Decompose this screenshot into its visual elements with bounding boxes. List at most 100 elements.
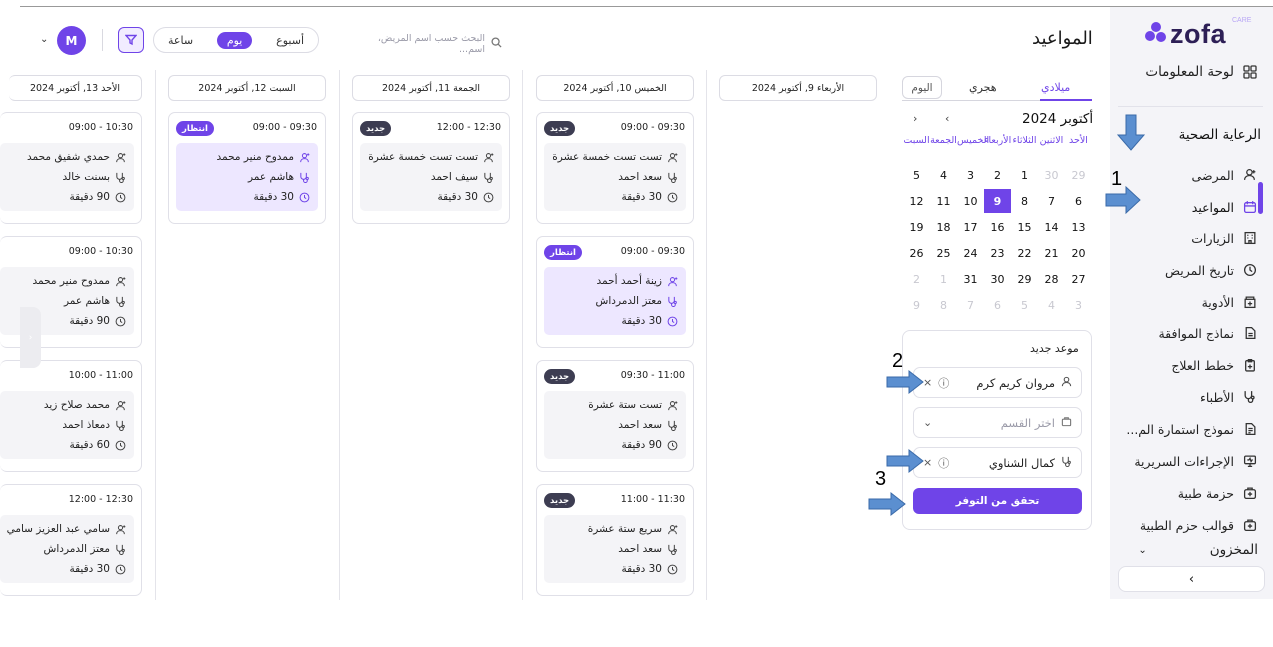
sidebar-section-healthcare[interactable]: الرعاية الصحية (1178, 127, 1261, 143)
sidebar-item-7[interactable]: الأطباء (1200, 389, 1258, 405)
info-icon[interactable]: ⓘ (938, 456, 950, 470)
appointment-card[interactable]: 11:00 - 11:30 جديد سريع ستة عشرة سعد احمد 30… (536, 484, 694, 596)
sidebar-item-2[interactable]: الزيارات (1191, 230, 1258, 246)
calendar-day[interactable]: 28 (1044, 272, 1059, 286)
calendar-day[interactable]: 5 (1021, 298, 1028, 312)
view-day-button[interactable]: يوم (216, 31, 253, 49)
calendar-day[interactable]: 6 (1075, 194, 1082, 208)
calendar-day[interactable]: 5 (913, 168, 920, 182)
calendar-day[interactable]: 1 (1021, 168, 1028, 182)
calendar-day[interactable]: 25 (936, 246, 951, 260)
appointment-card[interactable]: 09:00 - 09:30 انتظار زينة أحمد أحمد معتز ال… (536, 236, 694, 348)
appointment-card[interactable]: 09:00 - 09:30 جديد تست تست خمسة عشرة سعد اح… (536, 112, 694, 224)
calendar-day[interactable]: 1 (940, 272, 947, 286)
prev-month-icon[interactable]: ‹ (945, 112, 950, 125)
calendar-day[interactable]: 19 (909, 220, 924, 234)
calendar-day[interactable]: 2 (994, 168, 1001, 182)
calendar-day[interactable]: 29 (1017, 272, 1032, 286)
appointment-doctor: هاشم عمر (248, 171, 310, 183)
sidebar-item-11[interactable]: قوالب حزم الطبية (1140, 517, 1258, 533)
calendar-day[interactable]: 14 (1044, 220, 1059, 234)
calendar-day[interactable]: 20 (1071, 246, 1086, 260)
calendar-day[interactable]: 30 (990, 272, 1005, 286)
annotation-arrow-4 (868, 491, 906, 517)
calendar-day[interactable]: 16 (990, 220, 1005, 234)
sidebar-item-label: لوحة المعلومات (1145, 64, 1234, 80)
calendar-day[interactable]: 12 (909, 194, 924, 208)
calendar-day[interactable]: 17 (963, 220, 978, 234)
department-select[interactable]: اختر القسم ⌄ (913, 407, 1082, 438)
appointment-card[interactable]: 09:00 - 09:30 انتظار ممدوح منير محمد هاشم ع… (168, 112, 326, 224)
calendar-day[interactable]: 29 (1071, 168, 1086, 182)
calendar-day[interactable]: 4 (940, 168, 947, 182)
calendar-day[interactable]: 3 (1075, 298, 1082, 312)
calendar-day[interactable]: 23 (990, 246, 1005, 260)
sidebar-item-8[interactable]: نموذج استمارة الم... (1126, 421, 1258, 437)
appointment-card[interactable]: 09:00 - 10:30 ممدوح منير محمد هاشم عمر 90 د… (0, 236, 142, 348)
sidebar-item-6[interactable]: خطط العلاج (1171, 357, 1258, 373)
calendar-day[interactable]: 13 (1071, 220, 1086, 234)
tab-hijri[interactable]: هجري (969, 81, 997, 94)
calendar-day[interactable]: 31 (963, 272, 978, 286)
next-month-icon[interactable]: › (913, 112, 918, 125)
appointment-card[interactable]: 12:00 - 12:30 جديد تست تست خمسة عشرة سيف اح… (352, 112, 510, 224)
appointment-patient-text: محمد صلاح زيد (43, 399, 110, 411)
search-input[interactable]: البحث حسب اسم المريض، اسم... (350, 33, 502, 55)
calendar-day[interactable]: 6 (994, 298, 1001, 312)
calendar-day[interactable]: 22 (1017, 246, 1032, 260)
appointment-doctor-text: سعد احمد (618, 543, 662, 555)
appointment-card[interactable]: 09:30 - 11:00 جديد تست ستة عشرة سعد احمد 90 … (536, 360, 694, 472)
check-availability-button[interactable]: تحقق من التوفر (913, 488, 1082, 514)
calendar-day[interactable]: 8 (1021, 194, 1028, 208)
patient-field[interactable]: مروان كريم كرم × ⓘ (913, 367, 1082, 398)
clear-icon[interactable]: × (923, 456, 933, 469)
appointment-patient-text: سريع ستة عشرة (587, 523, 662, 535)
clock-icon (115, 316, 126, 327)
calendar-day[interactable]: 9 (913, 298, 920, 312)
appointment-time: 09:00 - 10:30 (68, 246, 133, 257)
tab-gregorian[interactable]: ميلادي (1041, 81, 1071, 94)
clear-icon[interactable]: × (923, 376, 933, 389)
view-hour-button[interactable]: ساعة (168, 33, 194, 47)
calendar-day[interactable]: 27 (1071, 272, 1086, 286)
today-button[interactable]: اليوم (902, 76, 942, 99)
calendar-day[interactable]: 7 (967, 298, 974, 312)
appointment-card[interactable]: 10:00 - 11:00 محمد صلاح زيد دمعاذ احمد 60 د… (0, 360, 142, 472)
info-icon[interactable]: ⓘ (938, 376, 950, 390)
calendar-day[interactable]: 15 (1017, 220, 1032, 234)
calendar-day[interactable]: 7 (1048, 194, 1055, 208)
sidebar-item-10[interactable]: حزمة طبية (1178, 485, 1258, 501)
calendar-day[interactable]: 11 (936, 194, 951, 208)
calendar-day[interactable]: 21 (1044, 246, 1059, 260)
stethoscope-icon (115, 420, 126, 431)
view-week-button[interactable]: أسبوع (276, 33, 304, 47)
sidebar-item-dashboard[interactable]: لوحة المعلومات (1145, 64, 1258, 80)
calendar-day-selected[interactable]: 9 (984, 189, 1011, 213)
status-badge-new: جديد (544, 369, 576, 384)
calendar-day[interactable]: 18 (936, 220, 951, 234)
calendar-day[interactable]: 10 (963, 194, 978, 208)
sidebar-item-3[interactable]: تاريخ المريض (1165, 262, 1258, 278)
sidebar-item-5[interactable]: نماذج الموافقة (1158, 325, 1258, 341)
calendar-day[interactable]: 8 (940, 298, 947, 312)
appointment-card[interactable]: 12:00 - 12:30 سامي عبد العزيز سامي معتز ال… (0, 484, 142, 596)
filter-button[interactable] (118, 27, 144, 53)
sidebar-item-0[interactable]: المرضى (1192, 167, 1258, 183)
doctor-field[interactable]: كمال الشناوي × ⓘ (913, 447, 1082, 478)
calendar-day[interactable]: 4 (1048, 298, 1055, 312)
zofa-logo[interactable]: zofa CARE (1145, 17, 1251, 49)
chevron-down-icon[interactable]: ⌄ (40, 34, 49, 45)
sidebar-section-inventory[interactable]: المخزون ⌄ (1138, 542, 1258, 558)
sidebar-item-9[interactable]: الإجراءات السريرية (1134, 453, 1258, 469)
scroll-left-handle[interactable]: › (20, 307, 41, 368)
sidebar-collapse-button[interactable]: ‹ (1118, 566, 1265, 592)
calendar-day[interactable]: 3 (967, 168, 974, 182)
calendar-day[interactable]: 2 (913, 272, 920, 286)
calendar-day[interactable]: 26 (909, 246, 924, 260)
appointment-card[interactable]: 09:00 - 10:30 حمدي شفيق محمد بسنت خالد 90 د… (0, 112, 142, 224)
calendar-day[interactable]: 30 (1044, 168, 1059, 182)
sidebar-item-4[interactable]: الأدوية (1202, 294, 1258, 310)
sidebar-item-1[interactable]: المواعيد (1192, 199, 1258, 215)
calendar-day[interactable]: 24 (963, 246, 978, 260)
avatar[interactable]: M (57, 26, 86, 55)
